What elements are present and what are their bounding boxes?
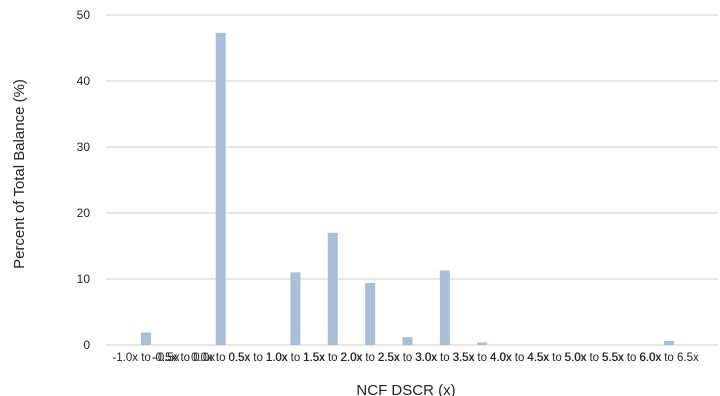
bar (365, 282, 376, 345)
x-axis-title: NCF DSCR (x) (356, 382, 455, 396)
bar (439, 270, 450, 345)
x-tick-label: 5.5x to 6.0x (602, 352, 662, 364)
y-axis-ticks: 0 10 20 30 40 50 (77, 8, 91, 352)
y-tick-label: 10 (77, 272, 91, 286)
y-tick-label: 40 (77, 74, 91, 88)
x-tick-label: 4.0x to 4.5x (490, 352, 550, 364)
x-tick-label: 4.5x to 5.0x (527, 352, 587, 364)
x-tick-label: 0.5x to 1.0x (228, 352, 288, 364)
x-tick-label: 1.0x to 1.5x (266, 352, 326, 364)
y-tick-label: 0 (83, 338, 90, 352)
bar (664, 341, 674, 345)
x-axis-ticks: -1.0x to -0.5x-0.5x to 0.0x0.0x to 0.5x0… (112, 352, 699, 364)
x-tick-label: 6.0x to 6.5x (639, 352, 699, 364)
bar (327, 232, 338, 345)
y-tick-label: 30 (77, 140, 91, 154)
x-tick-label: 3.0x to 3.5x (415, 352, 475, 364)
bar (290, 272, 301, 345)
bars (141, 32, 674, 345)
x-tick-label: 2.0x to 2.5x (340, 352, 400, 364)
x-tick-label: 2.5x to 3.0x (378, 352, 438, 364)
bar (215, 32, 226, 345)
y-tick-label: 50 (77, 8, 91, 22)
y-axis-title: Percent of Total Balance (%) (11, 79, 28, 269)
bar (141, 332, 151, 345)
bar (402, 337, 413, 345)
x-tick-label: 5.0x to 5.5x (565, 352, 625, 364)
x-tick-label: -1.0x to -0.5x (112, 352, 179, 364)
x-tick-label: -0.5x to 0.0x (152, 352, 216, 364)
x-tick-label: 0.0x to 0.5x (191, 352, 251, 364)
grid-lines (106, 14, 718, 346)
bar (477, 342, 488, 345)
x-tick-label: 1.5x to 2.0x (303, 352, 363, 364)
y-tick-label: 20 (77, 206, 91, 220)
x-tick-label: 3.5x to 4.0x (452, 352, 512, 364)
